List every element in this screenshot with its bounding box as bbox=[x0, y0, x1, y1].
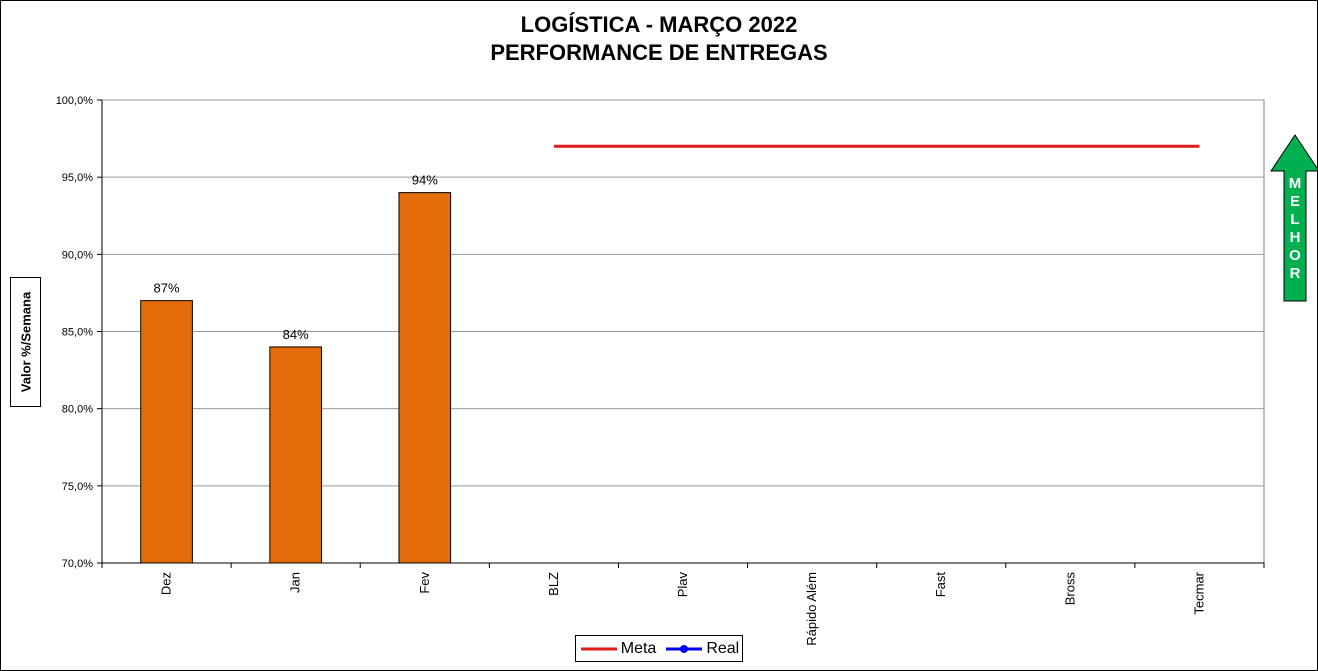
x-tick-label: Fev bbox=[417, 572, 432, 594]
bar bbox=[398, 192, 452, 564]
legend-label-meta: Meta bbox=[620, 639, 657, 657]
x-tick-label: Jan bbox=[288, 572, 303, 593]
chart-subtitle: PERFORMANCE DE ENTREGAS bbox=[490, 40, 828, 65]
y-tick-label: 100,0% bbox=[56, 95, 94, 107]
legend-item-real: Real bbox=[664, 640, 739, 658]
y-tick-label: 80,0% bbox=[62, 404, 93, 416]
legend-item-meta: Meta bbox=[579, 639, 657, 658]
x-tick-label: Plav bbox=[675, 572, 690, 598]
y-tick-label: 70,0% bbox=[62, 558, 93, 570]
legend: Meta Real bbox=[575, 635, 743, 662]
legend-swatch-meta bbox=[580, 647, 617, 650]
bar bbox=[140, 300, 193, 564]
arrow-up-icon bbox=[1270, 134, 1317, 302]
x-tick-label: BLZ bbox=[546, 572, 561, 596]
bar bbox=[269, 346, 322, 564]
data-label: 84% bbox=[283, 327, 309, 342]
y-tick-label: 90,0% bbox=[62, 249, 93, 261]
y-tick-label: 95,0% bbox=[62, 172, 93, 184]
y-axis-label-box: Valor %/Semana bbox=[10, 277, 41, 407]
x-tick-label: Bross bbox=[1062, 572, 1077, 606]
data-label: 87% bbox=[154, 281, 180, 296]
x-tick-label: Tecmar bbox=[1191, 571, 1206, 614]
data-label: 94% bbox=[412, 173, 438, 188]
x-tick-label: Fast bbox=[933, 572, 948, 598]
chart-title: LOGÍSTICA - MARÇO 2022 bbox=[520, 12, 798, 37]
y-tick-label: 85,0% bbox=[62, 327, 93, 339]
y-tick-label: 75,0% bbox=[62, 481, 93, 493]
legend-swatch-real bbox=[666, 644, 703, 653]
x-tick-label: Rápido Além bbox=[804, 572, 819, 646]
x-tick-label: Dez bbox=[159, 572, 174, 595]
legend-label-real: Real bbox=[706, 639, 740, 657]
